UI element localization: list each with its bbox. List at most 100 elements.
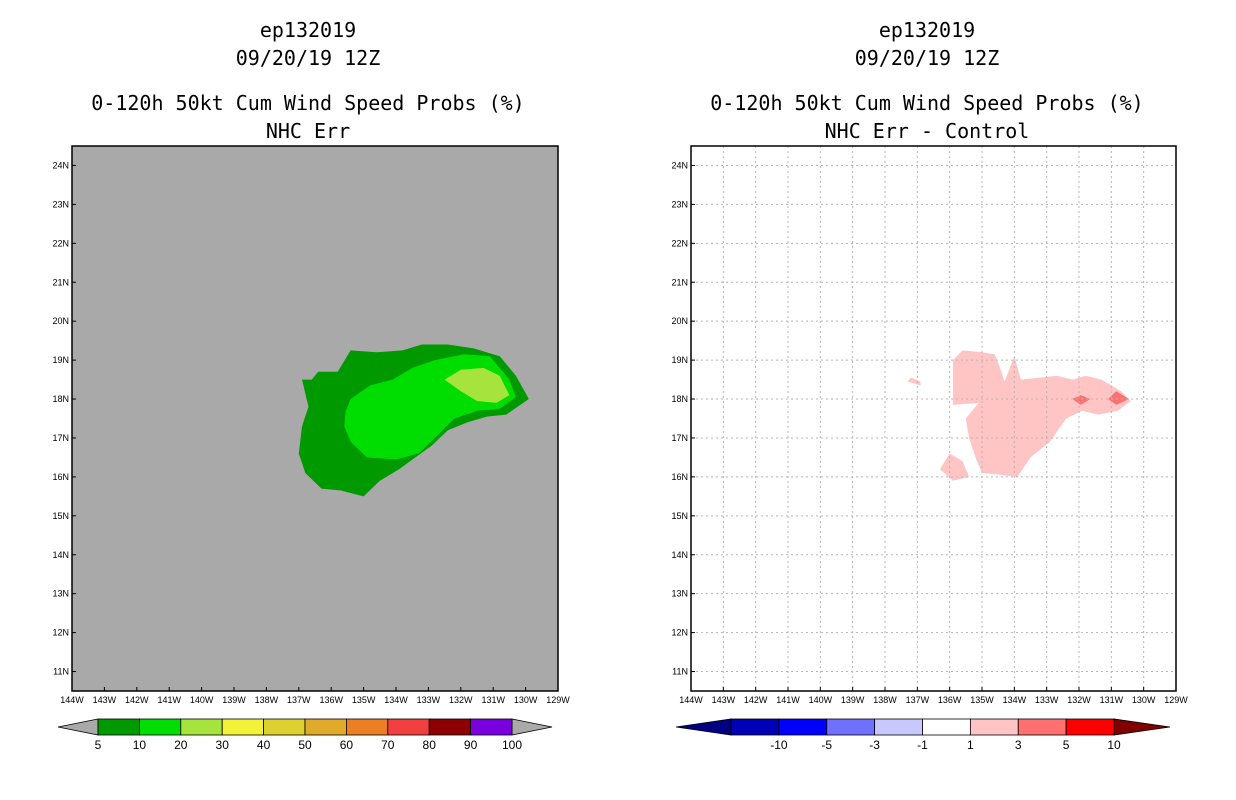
left-contour-20-30-2 xyxy=(444,367,510,403)
left-x-tick-label: 133W xyxy=(417,695,441,705)
right-colorbar-label: -3 xyxy=(869,738,880,752)
left-colorbar-label: 20 xyxy=(174,738,188,752)
left-colorbar-label: 70 xyxy=(381,738,395,752)
left-x-tick-label: 140W xyxy=(190,695,214,705)
left-colorbar-swatch xyxy=(304,718,347,736)
right-x-tick-label: 134W xyxy=(1003,695,1027,705)
right-colorbar-label: -10 xyxy=(770,738,788,752)
left-colorbar-swatch xyxy=(470,718,513,736)
right-x-tick-label: 133W xyxy=(1035,695,1059,705)
right-colorbar-right-arrow xyxy=(1113,718,1171,736)
left-colorbar-swatch xyxy=(387,718,430,736)
left-chart-title: 0-120h 50kt Cum Wind Speed Probs (%) xyxy=(91,91,525,115)
left-colorbar-label: 5 xyxy=(95,738,102,752)
left-colorbar-swatch xyxy=(263,718,306,736)
right-x-tick-label: 129W xyxy=(1164,695,1188,705)
left-x-tick-label: 144W xyxy=(60,695,84,705)
left-x-tick-label: 142W xyxy=(125,695,149,705)
right-colorbar-swatch xyxy=(826,718,876,736)
left-colorbar-label: 90 xyxy=(464,738,478,752)
right-colorbar-swatch xyxy=(874,718,923,736)
left-x-tick-label: 134W xyxy=(384,695,408,705)
right-contour-3-5-3 xyxy=(1072,395,1091,405)
right-x-tick-label: 135W xyxy=(970,695,994,705)
left-x-tick-label: 137W xyxy=(287,695,311,705)
right-contour-1-3-2 xyxy=(907,377,921,386)
right-y-tick-label: 21N xyxy=(671,277,688,287)
right-x-tick-label: 139W xyxy=(841,695,865,705)
left-colorbar-left-arrow xyxy=(57,718,99,736)
right-x-tick-label: 137W xyxy=(906,695,930,705)
right-colorbar-label: 10 xyxy=(1107,738,1121,752)
right-x-tick-label: 138W xyxy=(873,695,897,705)
right-y-tick-label: 22N xyxy=(671,238,688,248)
left-colorbar-swatch xyxy=(97,718,140,736)
right-colorbar-label: 3 xyxy=(1015,738,1022,752)
left-x-tick-label: 131W xyxy=(481,695,505,705)
left-y-tick-label: 11N xyxy=(53,667,69,677)
right-colorbar-swatch xyxy=(1017,718,1067,736)
right-contour-3-5-4 xyxy=(1108,391,1130,405)
right-x-tick-label: 143W xyxy=(712,695,736,705)
right-colorbar-label: -5 xyxy=(821,738,832,752)
left-x-tick-label: 138W xyxy=(255,695,279,705)
right-chart-title: 0-120h 50kt Cum Wind Speed Probs (%) xyxy=(710,91,1144,115)
right-x-tick-label: 131W xyxy=(1100,695,1124,705)
left-colorbar-label: 40 xyxy=(257,738,271,752)
left-x-tick-label: 136W xyxy=(319,695,343,705)
right-y-tick-label: 24N xyxy=(671,160,688,170)
left-y-tick-label: 23N xyxy=(52,199,69,209)
right-colorbar-left-arrow xyxy=(675,718,732,736)
right-colorbar-label: 1 xyxy=(967,738,974,752)
right-y-tick-label: 19N xyxy=(671,355,688,365)
right-colorbar-label: 5 xyxy=(1063,738,1070,752)
right-x-tick-label: 144W xyxy=(679,695,703,705)
right-storm-id: ep132019 xyxy=(878,18,976,42)
left-x-tick-label: 141W xyxy=(157,695,181,705)
left-y-tick-label: 24N xyxy=(52,160,69,170)
left-y-tick-label: 15N xyxy=(52,511,69,521)
left-x-tick-label: 143W xyxy=(93,695,117,705)
left-x-tick-label: 132W xyxy=(449,695,473,705)
right-x-tick-label: 130W xyxy=(1132,695,1156,705)
right-y-tick-label: 15N xyxy=(671,511,688,521)
right-y-tick-label: 13N xyxy=(671,589,688,599)
right-x-tick-label: 140W xyxy=(809,695,833,705)
left-y-tick-label: 21N xyxy=(52,277,69,287)
right-contour-1-3-0 xyxy=(952,350,1131,477)
right-y-tick-label: 20N xyxy=(671,316,688,326)
right-plot-frame xyxy=(690,145,1177,692)
right-x-tick-label: 132W xyxy=(1067,695,1091,705)
left-y-tick-label: 13N xyxy=(52,589,69,599)
right-x-tick-label: 136W xyxy=(938,695,962,705)
left-y-tick-label: 12N xyxy=(52,628,69,638)
left-colorbar-swatch xyxy=(138,718,182,736)
left-datetime: 09/20/19 12Z xyxy=(235,46,381,70)
left-colorbar-right-arrow xyxy=(511,718,553,736)
left-colorbar-label: 100 xyxy=(502,738,522,752)
left-chart-subtitle: NHC Err xyxy=(265,119,351,143)
right-datetime: 09/20/19 12Z xyxy=(854,46,1000,70)
right-x-tick-label: 142W xyxy=(744,695,768,705)
right-x-tick-label: 141W xyxy=(776,695,800,705)
right-colorbar-swatch xyxy=(922,718,971,736)
left-y-tick-label: 19N xyxy=(52,355,69,365)
left-plot-frame xyxy=(71,145,559,692)
left-storm-id: ep132019 xyxy=(259,18,357,42)
left-y-tick-label: 22N xyxy=(52,238,69,248)
right-y-tick-label: 18N xyxy=(671,394,688,404)
left-y-tick-label: 16N xyxy=(52,472,69,482)
left-x-tick-label: 129W xyxy=(546,695,570,705)
left-colorbar-swatch xyxy=(345,718,389,736)
left-colorbar-swatch xyxy=(221,718,264,736)
right-y-tick-label: 23N xyxy=(671,199,688,209)
right-y-tick-label: 11N xyxy=(672,667,688,677)
right-y-tick-label: 12N xyxy=(671,628,688,638)
left-x-tick-label: 135W xyxy=(352,695,376,705)
left-y-tick-label: 18N xyxy=(52,394,69,404)
right-y-tick-label: 16N xyxy=(671,472,688,482)
right-colorbar-swatch xyxy=(969,718,1019,736)
left-colorbar-label: 50 xyxy=(298,738,312,752)
left-colorbar-label: 10 xyxy=(133,738,147,752)
right-colorbar-label: -1 xyxy=(917,738,928,752)
